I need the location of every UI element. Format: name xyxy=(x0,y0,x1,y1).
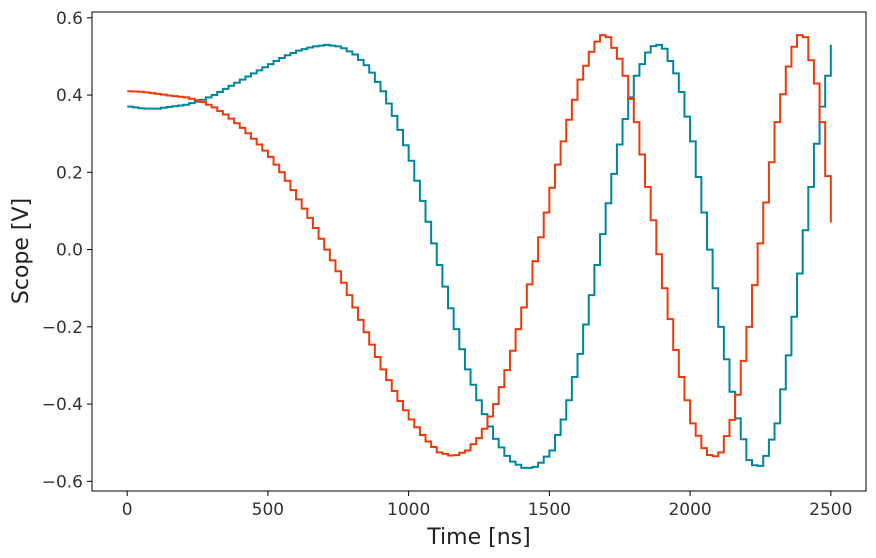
plot-area-frame xyxy=(91,11,867,492)
series-line-1 xyxy=(127,43,832,469)
x-tick-label: 2500 xyxy=(809,500,852,520)
x-tick-label: 0 xyxy=(122,500,133,520)
y-tick-label: −0.4 xyxy=(42,395,83,415)
x-tick-label: 500 xyxy=(252,500,284,520)
series-line-2 xyxy=(127,34,832,458)
series-layer xyxy=(127,34,832,469)
x-axis: 0 500 1000 1500 2000 2500 xyxy=(122,491,852,520)
y-axis-title: Scope [V] xyxy=(9,198,34,304)
x-tick-label: 2000 xyxy=(668,500,711,520)
y-tick-label: 0.4 xyxy=(56,86,83,106)
x-axis-title: Time [ns] xyxy=(426,525,530,550)
y-axis: −0.6 −0.4 −0.2 0.0 0.2 0.4 0.6 xyxy=(42,9,92,492)
y-tick-label: −0.2 xyxy=(42,318,83,338)
x-tick-label: 1500 xyxy=(528,500,571,520)
x-tick-label: 1000 xyxy=(387,500,430,520)
y-tick-label: 0.0 xyxy=(56,241,83,261)
y-tick-label: −0.6 xyxy=(42,472,83,492)
y-tick-label: 0.2 xyxy=(56,163,83,183)
y-tick-label: 0.6 xyxy=(56,9,83,29)
